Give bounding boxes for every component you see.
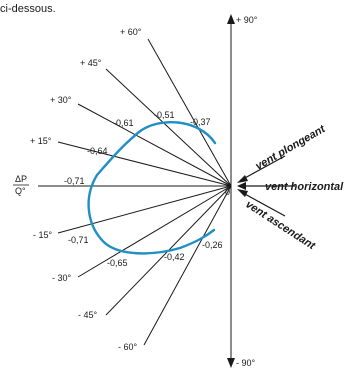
wind-ascendant-arrowhead [237, 189, 248, 197]
wind-plongeant-arrowhead [237, 175, 248, 183]
angle-label-minus-45: - 45° [78, 310, 98, 320]
angle-label-plus-15: + 15° [30, 136, 52, 146]
value-label-plus-30: -0,61 [113, 118, 134, 128]
vertical-axis-arrow-down [227, 358, 235, 368]
ratio-denominator: Q° [15, 186, 26, 196]
value-label-plus-60: -0,37 [190, 117, 211, 127]
axis-bottom-label: - 90° [236, 358, 256, 368]
ray-plus-60 [147, 38, 232, 187]
ray-plus-15 [57, 141, 232, 187]
angle-label-plus-60: + 60° [120, 27, 142, 37]
wind-ascendant-arrow [242, 192, 286, 217]
ray-minus-60 [143, 185, 232, 346]
axis-top-label: + 90° [236, 15, 258, 25]
value-label-minus-45: -0,42 [164, 252, 185, 262]
value-label-zero: -0,71 [64, 176, 85, 186]
angle-label-minus-15: - 15° [33, 230, 53, 240]
ratio-numerator: ΔP [15, 174, 27, 184]
ray-plus-30 [77, 103, 232, 187]
wind-horizontal-arrowhead [237, 182, 246, 190]
angle-label-plus-45: + 45° [80, 58, 102, 68]
value-label-minus-30: -0,65 [107, 258, 128, 268]
angle-label-minus-30: - 30° [52, 273, 72, 283]
ray-plus-45 [105, 68, 232, 187]
wind-ascendant-label: vent ascendant [243, 198, 318, 252]
value-label-minus-15: -0,71 [68, 235, 89, 245]
vertical-axis-arrow-up [227, 14, 235, 24]
pressure-coefficient-curve [87, 120, 217, 255]
wind-plongeant-arrow [242, 155, 286, 180]
ray-minus-30 [77, 185, 232, 278]
value-label-plus-45: -0,51 [154, 110, 175, 120]
wind-plongeant-label: vent plongeant [254, 122, 329, 172]
angle-label-plus-30: + 30° [50, 95, 72, 105]
angle-label-minus-60: - 60° [118, 342, 138, 352]
wind-horizontal-label: vent horizontal [265, 181, 344, 193]
value-label-plus-15: -0,64 [87, 146, 108, 156]
ray-minus-15 [57, 185, 232, 234]
value-label-minus-60: -0,26 [202, 240, 223, 250]
header-text: ci-dessous. [0, 3, 56, 15]
